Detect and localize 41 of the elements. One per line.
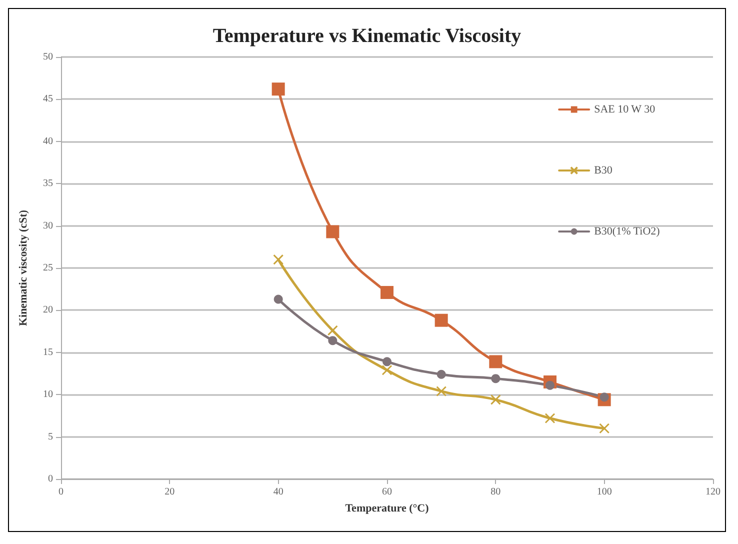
point <box>326 225 340 238</box>
x-tick-label: 60 <box>382 486 392 498</box>
y-tick-label: 45 <box>43 94 53 105</box>
x-tick-label: 100 <box>596 486 612 498</box>
x-tick-label: 0 <box>58 486 64 498</box>
point <box>434 314 448 327</box>
y-tick-label: 35 <box>43 178 53 190</box>
y-tick-label: 0 <box>48 474 53 484</box>
x-tick-label: 80 <box>490 486 501 498</box>
y-tick-label: 30 <box>43 220 53 232</box>
point <box>491 374 500 384</box>
y-tick-label: 5 <box>48 431 53 442</box>
y-tick-label: 50 <box>43 52 53 62</box>
point <box>489 355 502 368</box>
x-tick-label: 40 <box>273 486 284 498</box>
point <box>382 357 392 366</box>
y-tick-label: 20 <box>43 304 53 316</box>
legend-label: SAE 10 W 30 <box>594 104 656 116</box>
legend-label: B30 <box>594 164 613 176</box>
chart-title: Temperature vs Kinematic Viscosity <box>212 25 522 47</box>
x-tick-label: 20 <box>164 486 175 498</box>
x-axis-title: Temperature (°C) <box>345 502 430 514</box>
y-tick-label: 25 <box>43 262 53 274</box>
point <box>490 394 501 405</box>
point <box>327 325 338 336</box>
y-axis-title: Kinematic viscosity (cSt) <box>18 210 30 326</box>
point <box>436 370 446 379</box>
point <box>599 423 610 434</box>
point <box>273 254 284 265</box>
y-tick-label: 10 <box>43 389 53 400</box>
point <box>382 364 392 376</box>
point <box>328 336 338 346</box>
point <box>436 386 447 396</box>
point <box>272 82 285 96</box>
legend-label: B30(1% TiO2) <box>594 226 660 238</box>
point <box>544 412 556 424</box>
y-tick-label: 15 <box>43 346 53 358</box>
y-tick-label: 40 <box>43 136 53 147</box>
x-tick-label: 120 <box>706 486 720 498</box>
point <box>274 294 283 304</box>
point <box>380 286 394 299</box>
